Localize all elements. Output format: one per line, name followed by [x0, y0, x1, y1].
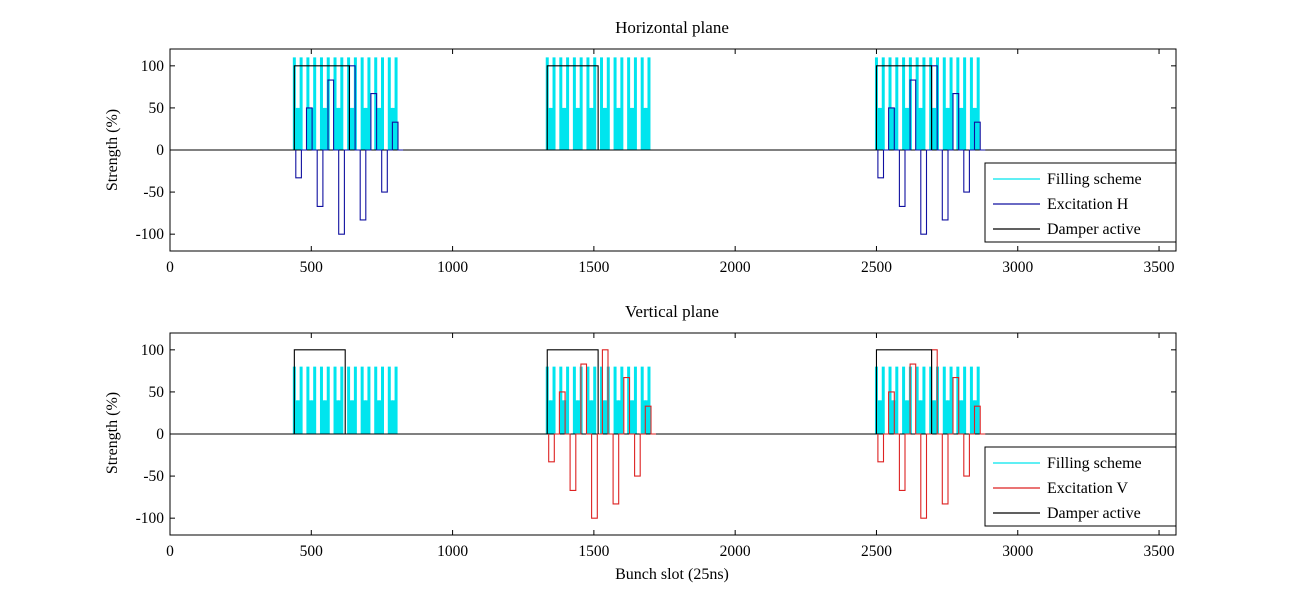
x-tick-label: 0 [166, 259, 174, 276]
legend-label-filling-scheme: Filling scheme [1047, 171, 1142, 188]
chart-title: Vertical plane [625, 302, 719, 321]
x-axis-label: Bunch slot (25ns) [615, 566, 729, 583]
y-tick-label: -50 [143, 184, 164, 201]
x-tick-label: 1000 [437, 543, 468, 560]
damper-active-window [875, 349, 933, 434]
series-layer [170, 57, 1176, 235]
x-tick-label: 3500 [1144, 259, 1175, 276]
legend-label-excitation: Excitation V [1047, 480, 1128, 497]
excitation-line [548, 349, 656, 519]
x-tick-label: 0 [166, 543, 174, 560]
filling-scheme-series [292, 57, 980, 150]
x-tick-label: 1500 [578, 259, 609, 276]
y-tick-label: -100 [136, 226, 165, 243]
legend-label-damper-active: Damper active [1047, 221, 1141, 238]
damper-active-window [546, 349, 599, 434]
filling-scheme-series [292, 366, 980, 434]
x-tick-label: 3000 [1002, 543, 1033, 560]
y-tick-label: 50 [149, 100, 165, 117]
chart-title: Horizontal plane [615, 18, 729, 37]
y-tick-label: -50 [143, 468, 164, 485]
series-layer [170, 349, 1176, 519]
x-tick-label: 3000 [1002, 259, 1033, 276]
horizontal-plane-chart: Horizontal plane Strength (%) 0 500 1000 15… [104, 18, 1177, 276]
y-tick-label: 0 [156, 426, 164, 443]
damper-active-window [293, 65, 350, 150]
x-tick-label: 500 [300, 259, 324, 276]
legend-label-filling-scheme: Filling scheme [1047, 455, 1142, 472]
x-tick-label: 2500 [861, 259, 892, 276]
y-tick-label: 50 [149, 384, 165, 401]
y-axis-label: Strength (%) [104, 109, 121, 191]
legend-label-damper-active: Damper active [1047, 505, 1141, 522]
legend-label-excitation: Excitation H [1047, 196, 1129, 213]
x-tick-label: 1500 [578, 543, 609, 560]
axes: 0 500 1000 1500 2000 2500 3000 3500 -100 -50 0 50 10… [136, 332, 1177, 560]
damper-active-window [875, 65, 933, 150]
x-tick-label: 2000 [720, 259, 751, 276]
y-tick-label: -100 [136, 510, 165, 527]
x-tick-label: 2500 [861, 543, 892, 560]
damper-active-window [293, 349, 346, 434]
x-tick-label: 2000 [720, 543, 751, 560]
x-tick-label: 1000 [437, 259, 468, 276]
x-tick-label: 3500 [1144, 543, 1175, 560]
legend-box [984, 162, 1177, 243]
y-tick-label: 100 [141, 58, 165, 75]
damper-active-window [546, 65, 599, 150]
legend: Filling scheme Excitation H Damper activ… [984, 162, 1177, 243]
vertical-plane-chart: Vertical plane Strength (%) Bunch slot (… [104, 302, 1177, 583]
x-tick-label: 500 [300, 543, 324, 560]
y-tick-label: 100 [141, 342, 165, 359]
y-axis-label: Strength (%) [104, 392, 121, 474]
y-tick-label: 0 [156, 142, 164, 159]
axes: 0 500 1000 1500 2000 2500 3000 3500 -100 -50 0 50 10… [136, 48, 1177, 276]
legend: Filling scheme Excitation V Damper activ… [984, 446, 1177, 527]
